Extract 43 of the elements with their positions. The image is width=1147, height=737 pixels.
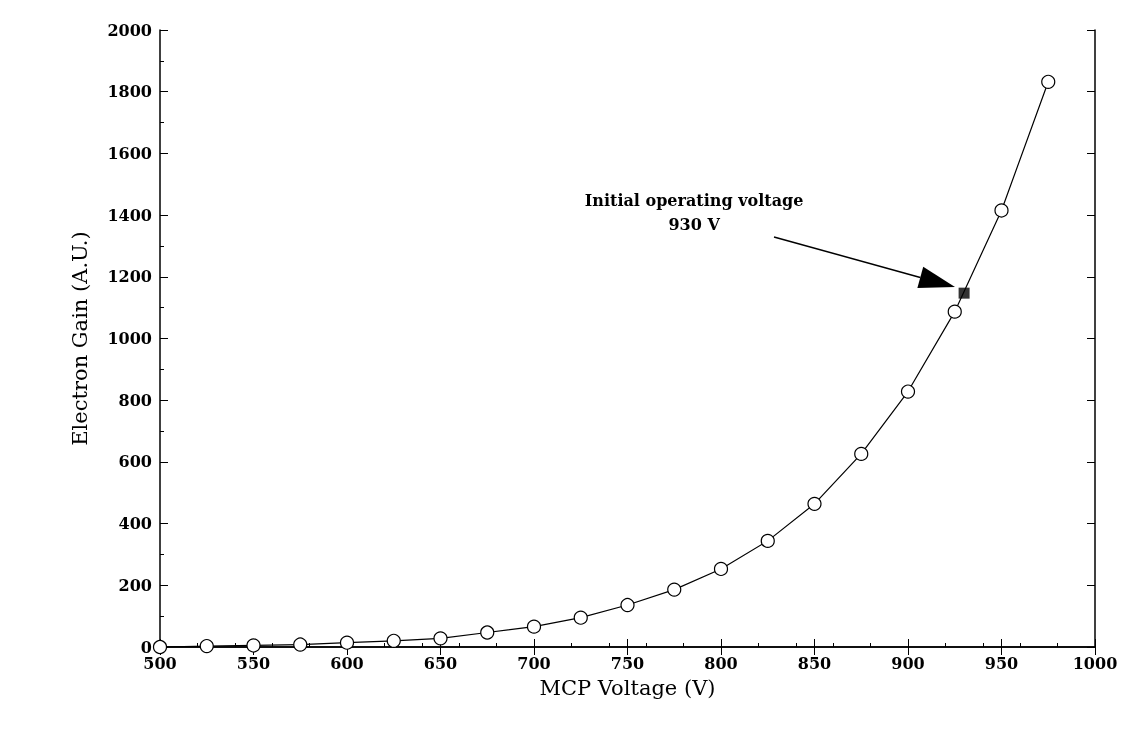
point: [994, 203, 1009, 218]
point: [246, 638, 261, 653]
y-tick-label: 200: [118, 575, 152, 595]
point: [386, 633, 401, 648]
y-tick-label: 1800: [107, 82, 152, 102]
y-axis-title: Electron Gain (A.U.): [67, 231, 92, 446]
x-tick-label: 550: [236, 653, 271, 673]
point: [199, 638, 214, 654]
point: [947, 304, 962, 319]
y-tick-label: 400: [118, 514, 152, 534]
point: [713, 561, 729, 577]
y-tick-label: 600: [118, 452, 152, 472]
point: [760, 533, 775, 548]
y-tick-label: 1000: [107, 329, 152, 348]
x-tick-label: 800: [704, 653, 738, 673]
point: [573, 610, 588, 625]
point: [152, 639, 168, 655]
x-tick-label: 750: [610, 653, 645, 673]
y-tick-label: 1400: [107, 205, 152, 225]
point: [958, 287, 970, 299]
x-tick-label: 1000: [1072, 653, 1118, 673]
y-tick-label: 1200: [107, 267, 152, 287]
point: [1041, 74, 1056, 89]
point: [667, 582, 682, 597]
point: [293, 637, 308, 652]
x-tick-label: 700: [517, 653, 551, 673]
point: [526, 619, 542, 634]
x-tick-label: 600: [330, 653, 364, 673]
x-tick-label: 650: [423, 653, 458, 673]
point: [900, 384, 916, 399]
y-tick-label: 1600: [107, 143, 152, 163]
point: [807, 496, 822, 511]
y-tick-label: 2000: [107, 20, 152, 40]
x-tick-label: 950: [984, 653, 1019, 673]
x-tick-label: 850: [797, 653, 832, 673]
point: [339, 635, 355, 650]
point: [854, 446, 869, 461]
x-tick-label: 900: [891, 653, 925, 673]
point: [480, 625, 495, 640]
x-axis-title: MCP Voltage (V): [539, 675, 716, 700]
y-tick-label: 800: [118, 390, 152, 410]
point: [620, 597, 635, 613]
annotation: Initial operating voltage 930 V: [584, 190, 804, 234]
